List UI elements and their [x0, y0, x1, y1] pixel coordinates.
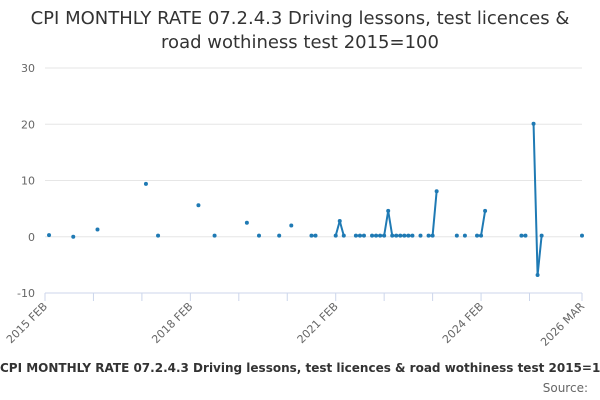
data-point: [580, 233, 584, 238]
x-tick-label: 2015 FEB: [4, 300, 50, 346]
data-point: [341, 233, 346, 238]
data-point: [382, 233, 387, 238]
series-line-segment: [431, 190, 438, 237]
y-tick-label: 10: [21, 175, 35, 188]
y-tick-label: 20: [21, 118, 35, 131]
data-point: [370, 233, 375, 238]
data-point: [402, 233, 407, 238]
data-point: [313, 233, 318, 238]
data-point: [353, 233, 358, 238]
series-line-segment: [536, 234, 543, 276]
series-line-segment: [338, 220, 345, 237]
data-point: [361, 233, 366, 238]
data-point: [398, 233, 403, 238]
data-point: [337, 219, 342, 223]
data-point: [289, 223, 294, 228]
series-line-segment: [480, 209, 487, 237]
data-point: [406, 233, 411, 238]
x-tick-label: 2021 FEB: [295, 300, 341, 346]
data-point: [156, 233, 161, 238]
series-line-segment: [383, 209, 390, 237]
data-point: [143, 181, 148, 186]
data-point: [462, 233, 467, 238]
data-point: [71, 234, 76, 239]
data-point: [434, 189, 439, 194]
y-tick-label: 30: [21, 62, 35, 75]
data-point: [333, 233, 338, 238]
y-tick-label: 0: [28, 231, 35, 244]
series-line-segment: [532, 122, 539, 276]
source-label: Source:: [542, 381, 588, 395]
data-point: [523, 233, 528, 238]
data-point: [196, 203, 201, 208]
data-point: [531, 121, 536, 126]
legend-label[interactable]: CPI MONTHLY RATE 07.2.4.3 Driving lesson…: [0, 361, 600, 375]
x-tick-label: 2024 FEB: [440, 300, 486, 346]
data-point: [277, 233, 282, 238]
data-point: [95, 227, 100, 232]
data-point: [357, 233, 362, 238]
data-point: [519, 233, 524, 238]
data-point: [390, 233, 395, 238]
data-point: [309, 233, 314, 238]
series-line-segment: [334, 220, 341, 237]
data-point: [374, 233, 379, 238]
data-point: [475, 233, 480, 238]
data-point: [479, 233, 484, 238]
data-point: [394, 233, 399, 238]
data-point: [378, 233, 383, 238]
chart-title: CPI MONTHLY RATE 07.2.4.3 Driving lesson…: [30, 8, 570, 53]
series-line-segment: [387, 209, 394, 237]
data-point: [430, 233, 435, 238]
data-point: [256, 233, 261, 238]
data-point: [426, 233, 431, 238]
data-point: [483, 208, 488, 213]
data-point: [535, 273, 540, 277]
x-tick-label: 2026 MAR: [538, 300, 587, 349]
y-tick-label: -10: [17, 287, 35, 300]
data-point: [244, 220, 249, 225]
data-point: [418, 233, 423, 238]
x-tick-label: 2018 FEB: [149, 300, 195, 346]
data-point: [47, 233, 52, 238]
data-point: [454, 233, 459, 238]
data-point: [410, 233, 415, 238]
data-point: [386, 208, 391, 213]
data-point: [539, 233, 544, 238]
data-point: [212, 233, 217, 238]
